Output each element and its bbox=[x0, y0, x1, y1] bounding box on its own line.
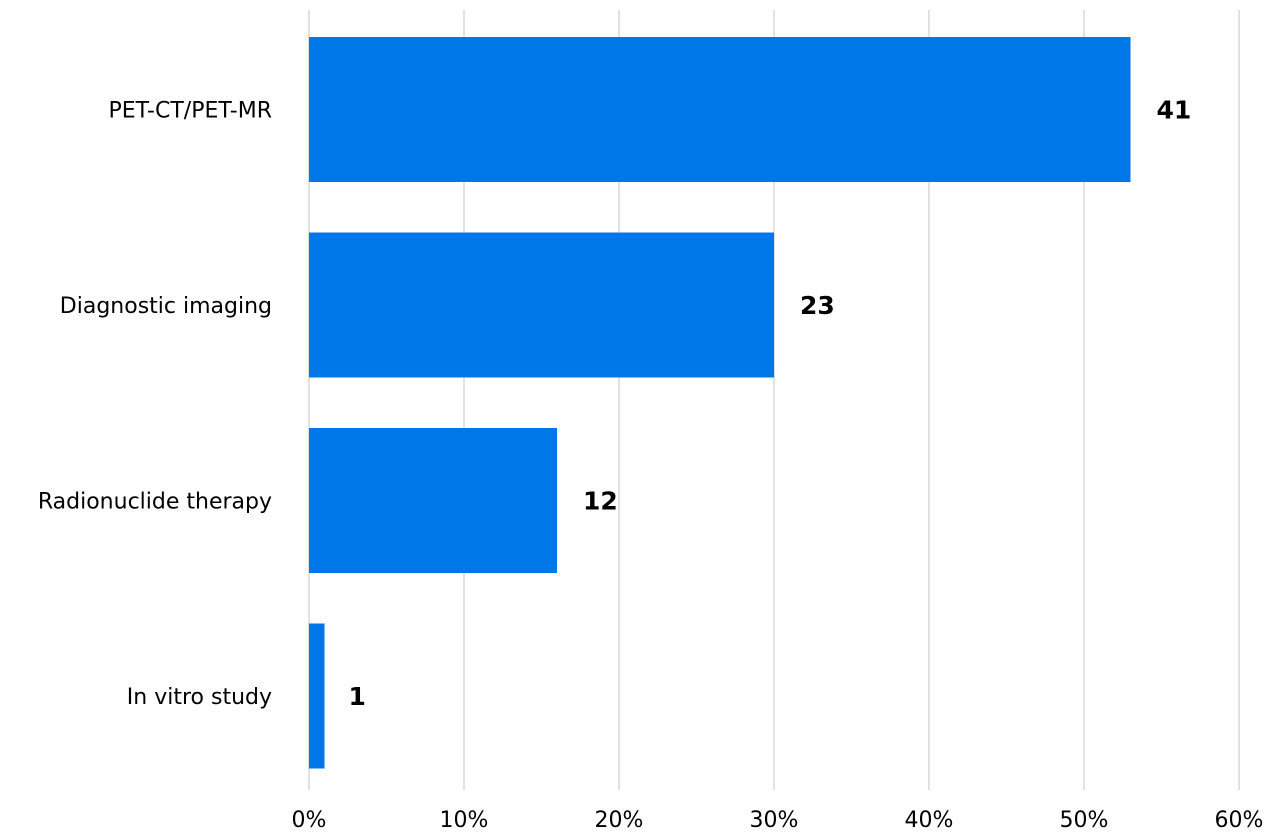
bar bbox=[309, 232, 774, 378]
x-tick-label: 30% bbox=[750, 808, 799, 833]
x-tick-label: 60% bbox=[1215, 808, 1264, 833]
value-label: 12 bbox=[583, 487, 618, 516]
value-labels: 41 23 12 1 bbox=[349, 96, 1192, 712]
bar bbox=[309, 428, 557, 573]
x-tick-label: 0% bbox=[292, 808, 327, 833]
value-label: 23 bbox=[800, 291, 835, 320]
x-tick-label: 40% bbox=[905, 808, 954, 833]
category-label: Diagnostic imaging bbox=[60, 294, 272, 319]
bars bbox=[309, 37, 1131, 769]
x-axis-tick-labels: 0% 10% 20% 30% 40% 50% 60% bbox=[292, 808, 1264, 833]
category-labels: PET-CT/PET-MR Diagnostic imaging Radionucl… bbox=[38, 99, 272, 711]
x-tick-label: 50% bbox=[1060, 808, 1109, 833]
value-label: 41 bbox=[1157, 96, 1192, 125]
category-label: PET-CT/PET-MR bbox=[108, 99, 272, 124]
x-tick-label: 10% bbox=[440, 808, 489, 833]
bar bbox=[309, 623, 325, 769]
value-label: 1 bbox=[349, 682, 366, 711]
bar bbox=[309, 37, 1131, 182]
category-label: Radionuclide therapy bbox=[38, 490, 272, 515]
category-label: In vitro study bbox=[127, 685, 272, 710]
x-tick-label: 20% bbox=[595, 808, 644, 833]
